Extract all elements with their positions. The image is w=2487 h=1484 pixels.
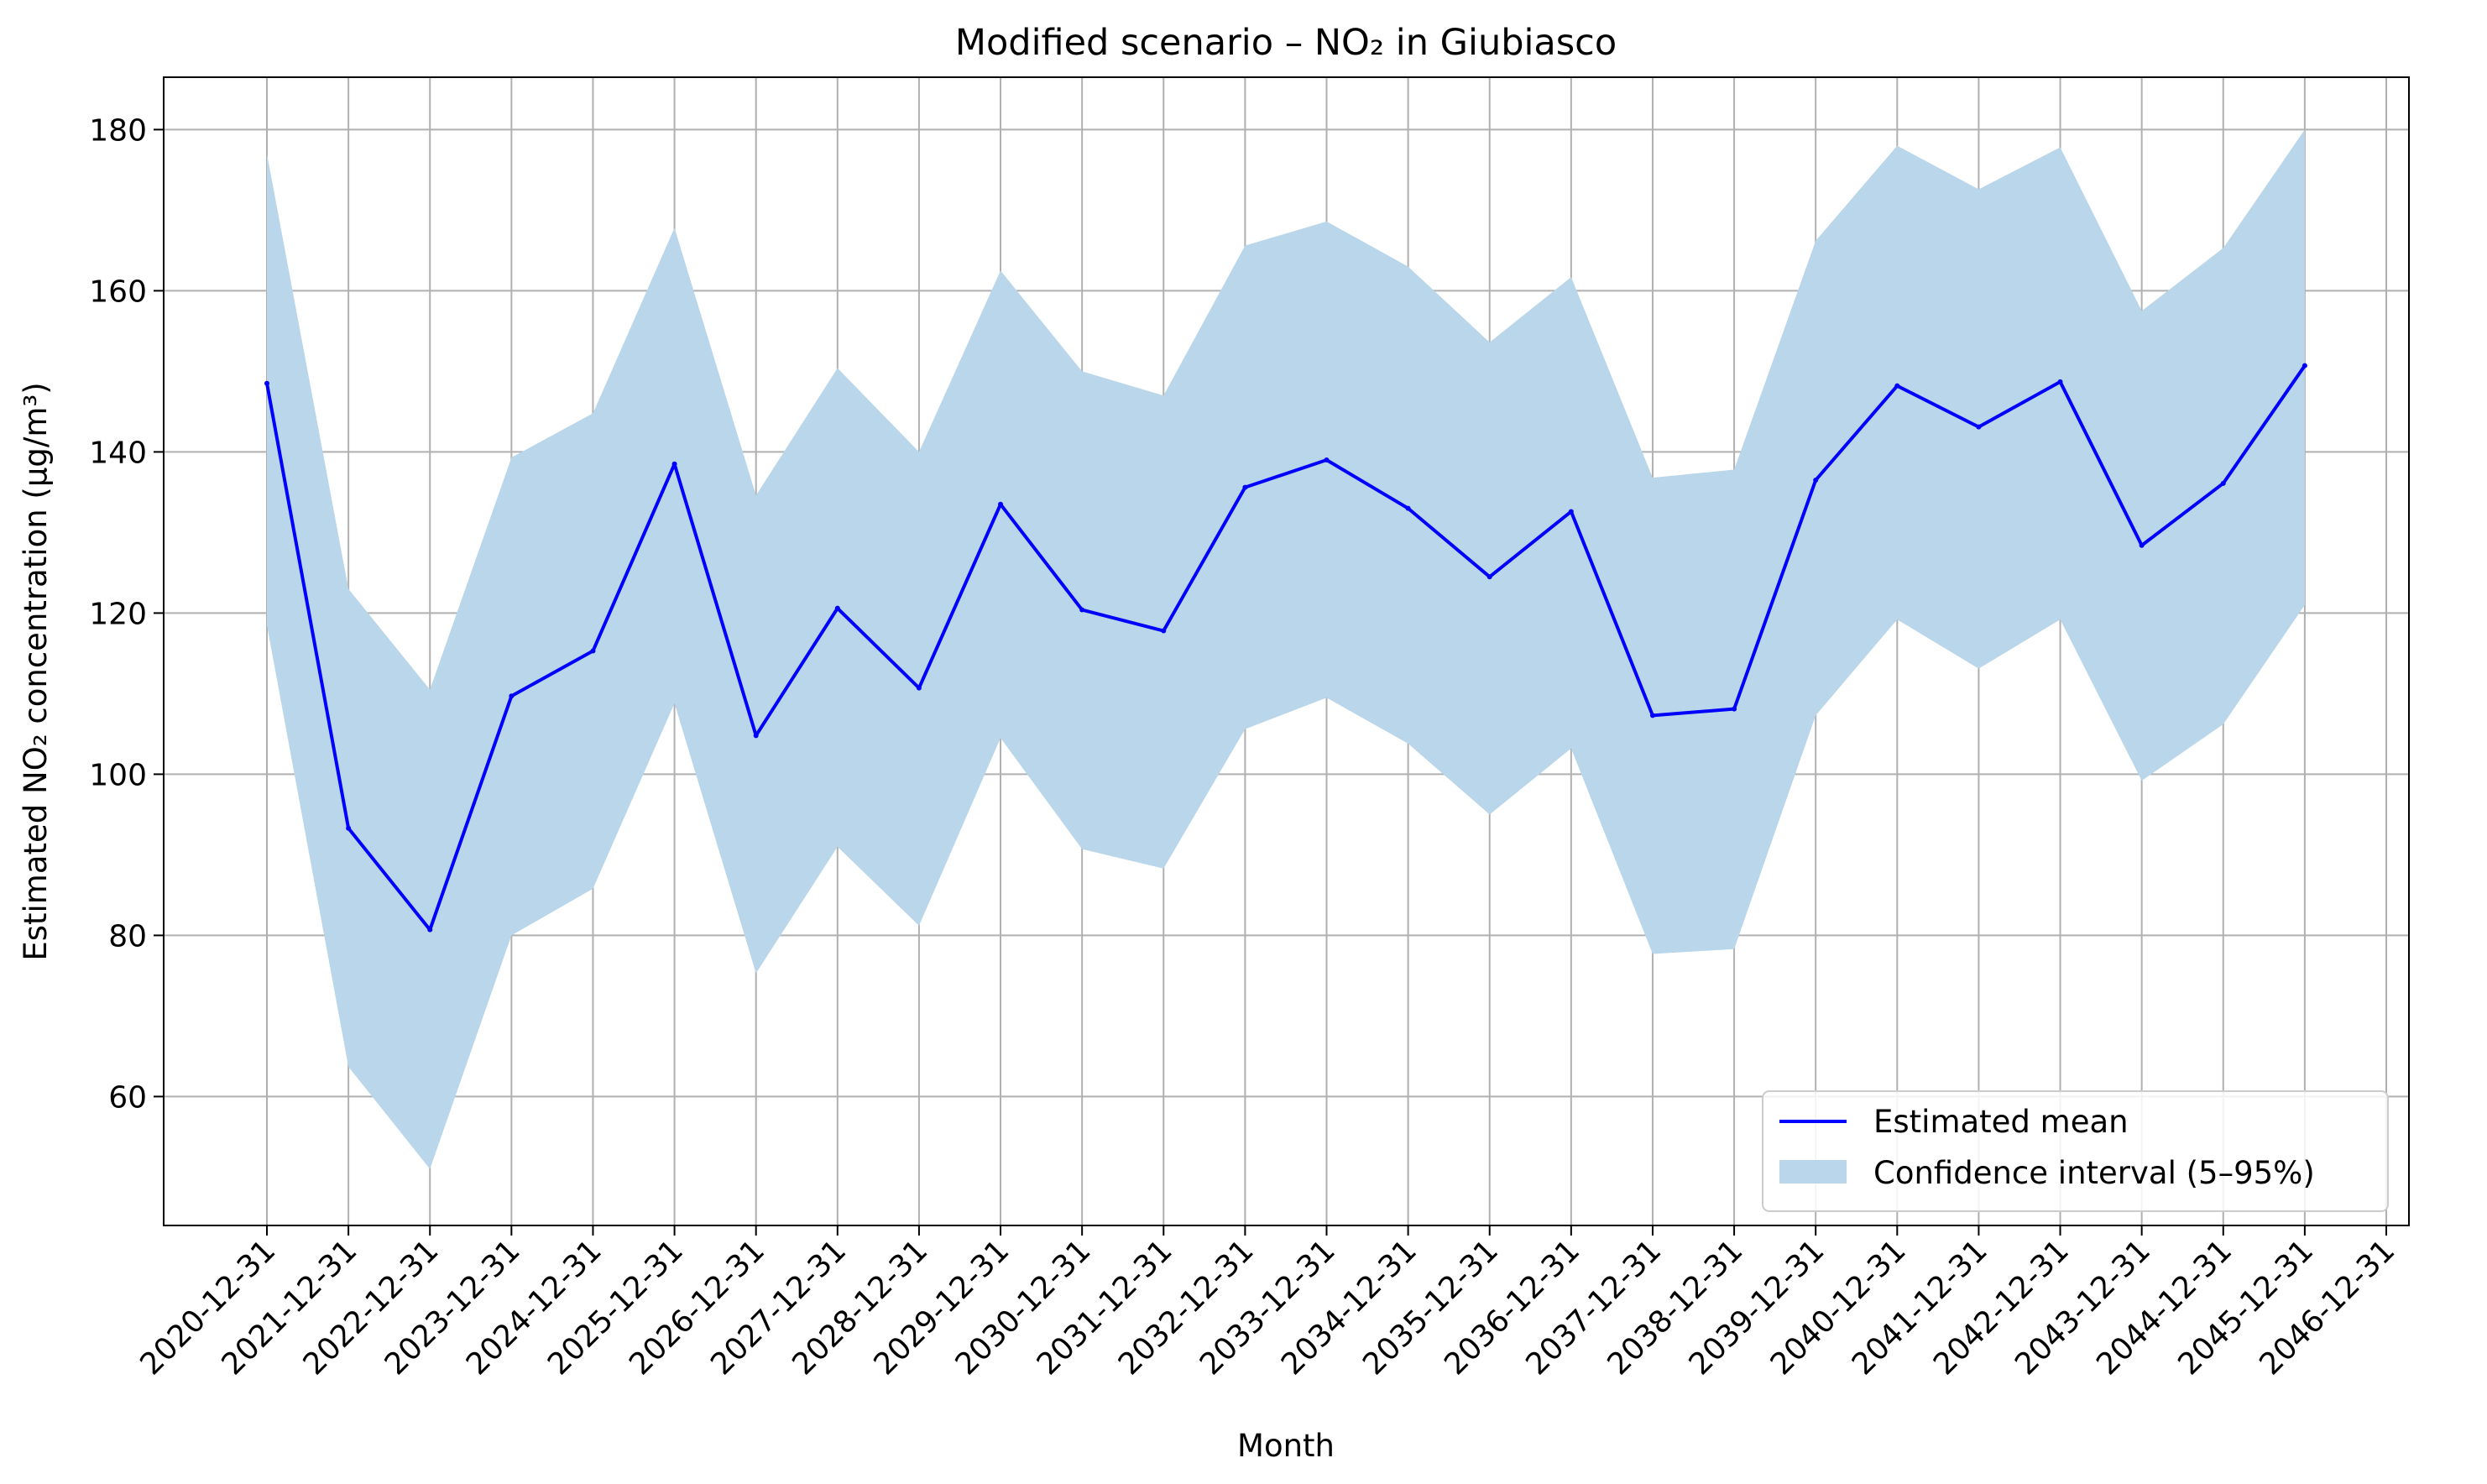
confidence-band — [267, 129, 2305, 1169]
legend-band-swatch — [1779, 1160, 1847, 1184]
chart-title: Modified scenario – NO₂ in Giubiasco — [955, 22, 1617, 64]
mean-point-8 — [916, 685, 922, 691]
mean-point-7 — [834, 605, 840, 611]
mean-point-20 — [1894, 383, 1900, 389]
legend-box — [1762, 1090, 2389, 1212]
y-tick-label-1: 80 — [108, 919, 147, 954]
y-tick-label-5: 160 — [89, 274, 147, 309]
mean-line-group — [265, 364, 2307, 932]
mean-point-0 — [264, 380, 269, 386]
y-tick-label-0: 60 — [108, 1080, 147, 1115]
mean-point-24 — [2220, 480, 2226, 486]
confidence-band-group — [267, 129, 2305, 1169]
mean-points-group — [264, 363, 2307, 933]
mean-point-19 — [1813, 478, 1819, 483]
y-tick-label-6: 180 — [89, 113, 147, 148]
mean-point-11 — [1161, 628, 1167, 634]
mean-point-21 — [1976, 424, 1982, 430]
y-axis-label: Estimated NO₂ concentration (µg/m³) — [18, 382, 54, 960]
mean-point-14 — [1405, 505, 1411, 511]
mean-point-9 — [998, 501, 1004, 507]
x-axis-label: Month — [1237, 1428, 1335, 1464]
y-tick-label-2: 100 — [89, 758, 147, 792]
mean-point-25 — [2302, 363, 2307, 368]
y-tick-label-3: 120 — [89, 597, 147, 631]
legend: Estimated mean Confidence interval (5–95… — [1762, 1090, 2389, 1212]
mean-point-3 — [509, 693, 515, 699]
mean-line — [265, 364, 2307, 932]
legend-label-band: Confidence interval (5–95%) — [1873, 1155, 2315, 1191]
mean-point-22 — [2057, 379, 2063, 384]
mean-point-18 — [1732, 706, 1737, 712]
mean-point-10 — [1079, 607, 1085, 613]
mean-point-17 — [1649, 713, 1655, 718]
legend-label-mean: Estimated mean — [1873, 1104, 2129, 1140]
mean-point-5 — [671, 461, 677, 467]
y-tick-label-4: 140 — [89, 436, 147, 470]
mean-point-4 — [590, 648, 596, 654]
mean-point-1 — [346, 825, 352, 831]
y-axis-ticks: 60 80 100 120 140 160 180 — [89, 113, 164, 1115]
mean-point-2 — [427, 927, 433, 933]
mean-point-12 — [1242, 484, 1248, 490]
mean-point-13 — [1324, 457, 1330, 462]
mean-point-15 — [1486, 574, 1492, 580]
mean-point-23 — [2139, 542, 2145, 548]
x-axis-ticks: 2020-12-312021-12-312022-12-312023-12-31… — [133, 1225, 2401, 1382]
mean-point-6 — [753, 733, 759, 739]
mean-point-16 — [1568, 509, 1574, 515]
plot-frame — [163, 76, 2410, 1226]
